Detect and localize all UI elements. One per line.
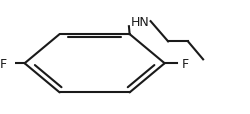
Text: HN: HN: [131, 16, 150, 28]
Text: F: F: [0, 57, 7, 70]
Text: F: F: [182, 57, 189, 70]
